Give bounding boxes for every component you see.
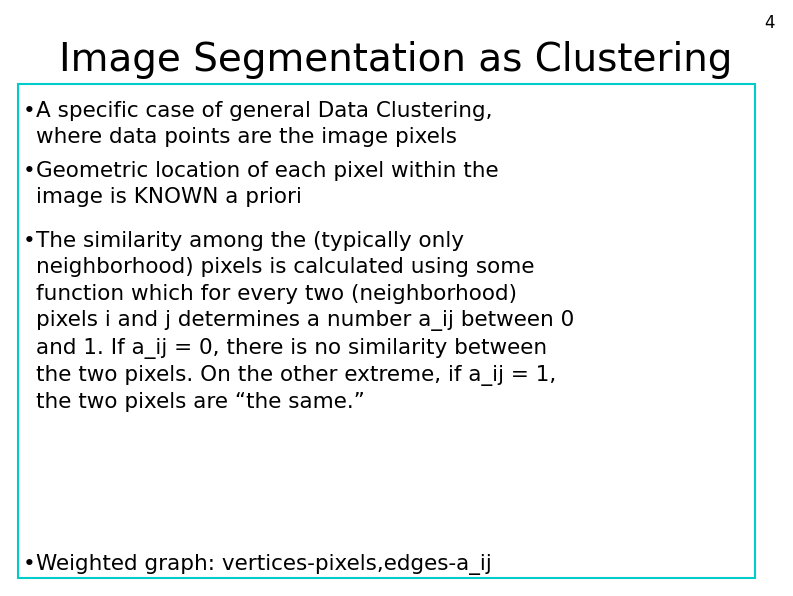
Text: •: • <box>23 101 36 121</box>
Text: Image Segmentation as Clustering: Image Segmentation as Clustering <box>59 41 733 79</box>
Bar <box>18 84 755 578</box>
Text: Geometric location of each pixel within the
image is KNOWN a priori: Geometric location of each pixel within … <box>36 161 499 207</box>
Text: •: • <box>23 231 36 251</box>
Text: •: • <box>23 161 36 181</box>
Text: A specific case of general Data Clustering,
where data points are the image pixe: A specific case of general Data Clusteri… <box>36 101 492 147</box>
Text: Weighted graph: vertices-pixels,edges-a_ij: Weighted graph: vertices-pixels,edges-a_… <box>36 554 492 575</box>
Text: The similarity among the (typically only
neighborhood) pixels is calculated usin: The similarity among the (typically only… <box>36 231 574 412</box>
Text: •: • <box>23 554 36 574</box>
Text: 4: 4 <box>764 14 775 32</box>
